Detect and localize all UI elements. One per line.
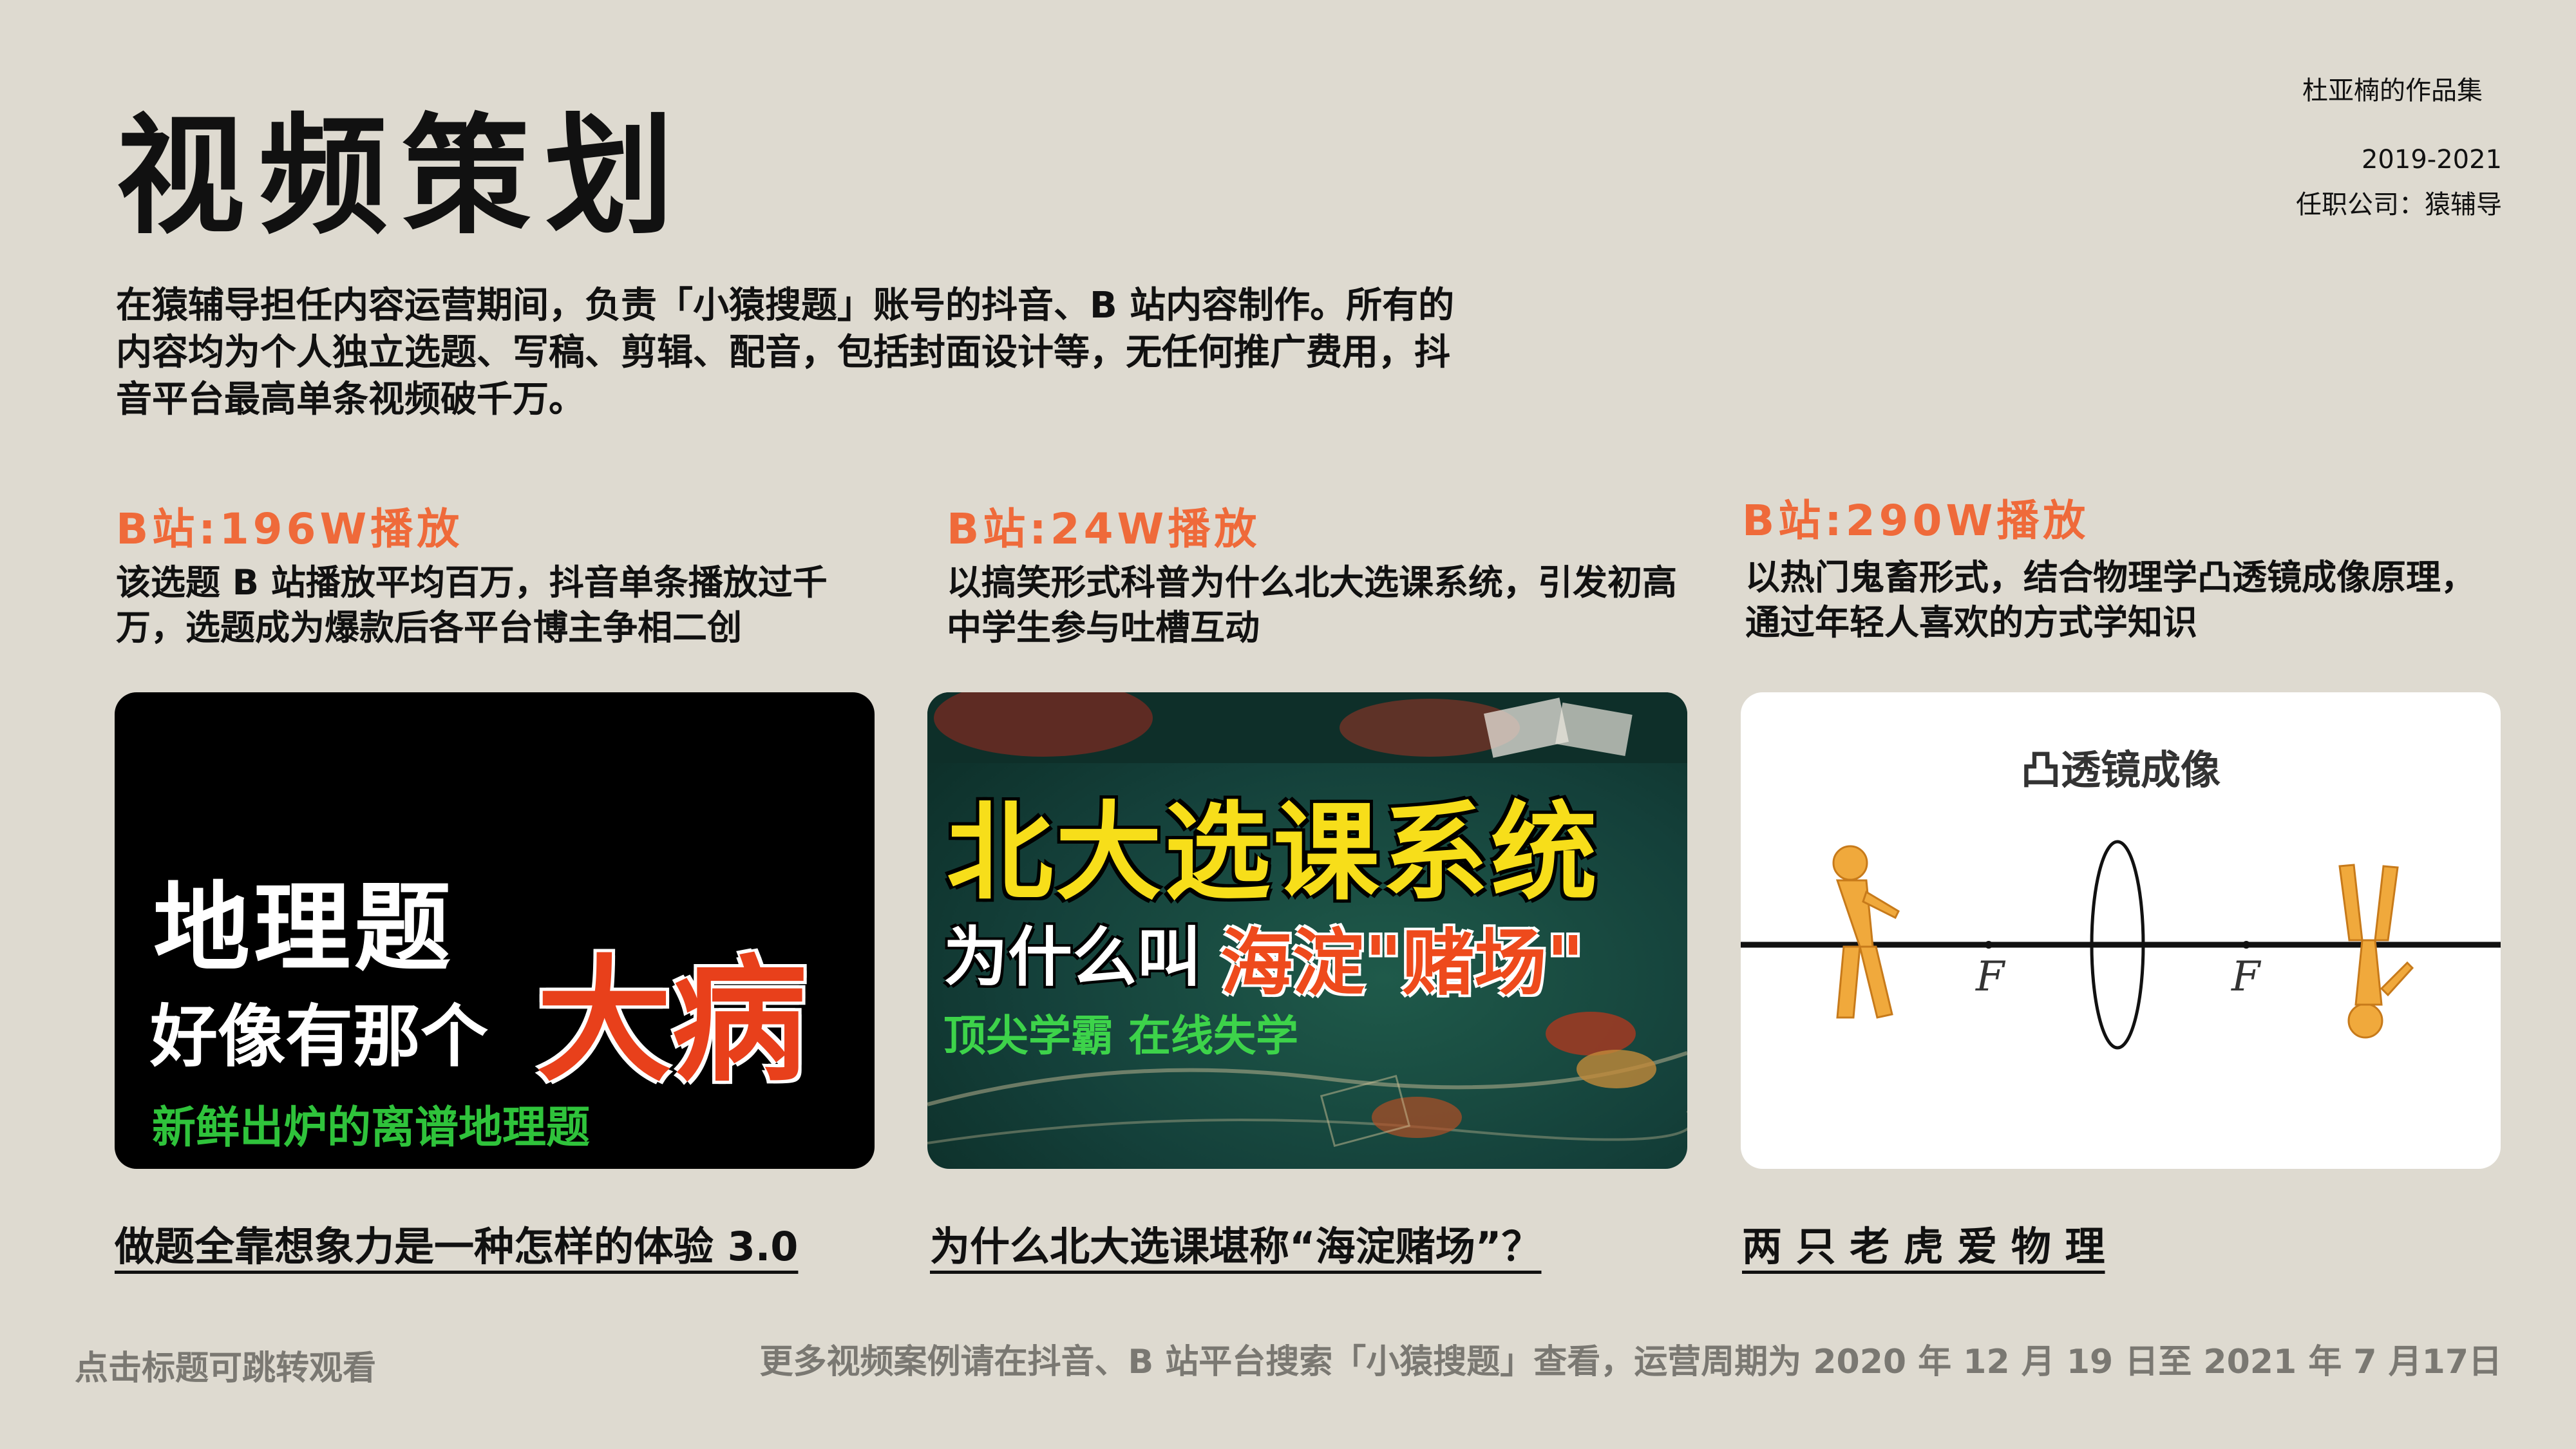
case-3-cover-image[interactable]: 凸透镜成像 F F: [1741, 692, 2501, 1169]
case-1-stat: B站:196W播放: [116, 504, 464, 554]
intro-paragraph: 在猿辅导担任内容运营期间，负责「小猿搜题」账号的抖音、B 站内容制作。所有的内容…: [116, 285, 1455, 421]
cover-1-subtitle: 新鲜出炉的离谱地理题: [152, 1103, 591, 1153]
cover-2-highlight: 海淀"赌场": [1220, 922, 1584, 1005]
years-label: 2019-2021: [2361, 145, 2502, 175]
footer-note: 更多视频案例请在抖音、B 站平台搜索「小猿搜题」查看，运营周期为 2020 年 …: [759, 1343, 2503, 1381]
cover-2-subtitle: 顶尖学霸 在线失学: [943, 1011, 1298, 1061]
case-3-description: 以热门鬼畜形式，结合物理学凸透镜成像原理，通过年轻人喜欢的方式学知识: [1745, 557, 2476, 643]
case-2-description: 以搞笑形式科普为什么北大选课系统，引发初高中学生参与吐槽互动: [947, 562, 1677, 648]
cover-2-line2: 为什么叫: [943, 920, 1201, 995]
case-1-cover-image[interactable]: 地理题 好像有那个 大病 新鲜出炉的离谱地理题: [115, 692, 875, 1169]
cover-1-line2: 好像有那个: [150, 998, 489, 1076]
case-1-description: 该选题 B 站播放平均百万，抖音单条播放过千万，选题成为爆款后各平台博主争相二创: [116, 562, 828, 648]
cover-1-highlight: 大病: [536, 942, 808, 1100]
portfolio-brand: 杜亚楠的作品集: [2302, 76, 2483, 106]
case-3-stat: B站:290W播放: [1742, 496, 2090, 545]
case-2-stat: B站:24W播放: [947, 504, 1261, 554]
click-hint: 点击标题可跳转观看: [75, 1349, 377, 1388]
case-1-title-link[interactable]: 做题全靠想象力是一种怎样的体验 3.0: [115, 1223, 799, 1270]
case-2-title-link[interactable]: 为什么北大选课堪称“海淀赌场”？: [930, 1223, 1542, 1270]
convex-lens-diagram: [1741, 840, 2501, 1050]
company-label: 任职公司：猿辅导: [2296, 190, 2502, 220]
cover-3-title: 凸透镜成像: [2020, 746, 2221, 793]
case-3-title-link[interactable]: 两 只 老 虎 爱 物 理: [1742, 1223, 2105, 1270]
focal-point-left-label: F: [1976, 953, 2005, 1001]
focal-point-right-label: F: [2231, 953, 2260, 1001]
page-title: 视频策划: [116, 102, 688, 252]
cover-1-line1: 地理题: [153, 873, 455, 985]
case-2-cover-image[interactable]: 北大选课系统 为什么叫 海淀"赌场" 顶尖学霸 在线失学: [927, 692, 1687, 1169]
casino-table-illustration: [927, 692, 1687, 1148]
cover-2-line1: 北大选课系统: [947, 791, 1600, 914]
